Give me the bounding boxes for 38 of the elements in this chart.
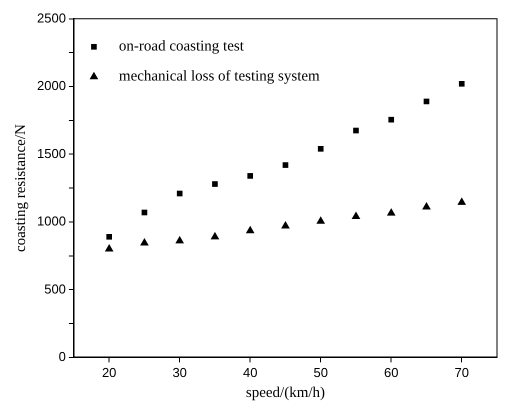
- legend-label: mechanical loss of testing system: [118, 68, 320, 85]
- point: [318, 146, 324, 152]
- point: [352, 212, 360, 220]
- y-axis-title: coasting resistance/N: [12, 124, 29, 252]
- y-tick-label: 1500: [37, 146, 66, 161]
- point: [106, 234, 112, 240]
- y-tick-label: 2000: [37, 78, 66, 94]
- x-axis-title: speed/(km/h): [246, 384, 326, 401]
- point: [140, 238, 149, 246]
- point: [212, 181, 218, 187]
- point: [388, 116, 394, 123]
- point: [422, 202, 431, 210]
- point: [175, 236, 184, 244]
- point: [424, 98, 430, 104]
- point: [386, 208, 396, 216]
- point: [247, 173, 254, 179]
- point: [104, 244, 114, 252]
- x-tick-label: 40: [242, 364, 258, 380]
- y-tick-label: 1000: [37, 214, 66, 229]
- legend-label: on-road coasting test: [118, 38, 245, 55]
- point: [246, 226, 255, 234]
- point: [210, 232, 220, 240]
- point: [142, 210, 148, 216]
- point: [282, 162, 288, 168]
- x-tick-label: 30: [172, 364, 187, 380]
- x-tick-label: 50: [313, 364, 328, 380]
- point: [176, 190, 183, 196]
- point: [458, 80, 465, 87]
- x-tick-label: 20: [102, 364, 116, 380]
- point: [281, 221, 290, 229]
- point: [316, 216, 326, 224]
- x-tick-label: 60: [384, 364, 398, 380]
- point: [353, 128, 359, 134]
- x-tick-label: 70: [454, 364, 469, 380]
- y-tick-label: 0: [58, 348, 66, 364]
- y-tick-label: 500: [44, 281, 66, 296]
- y-tick-label: 2500: [37, 10, 66, 26]
- point: [457, 197, 466, 205]
